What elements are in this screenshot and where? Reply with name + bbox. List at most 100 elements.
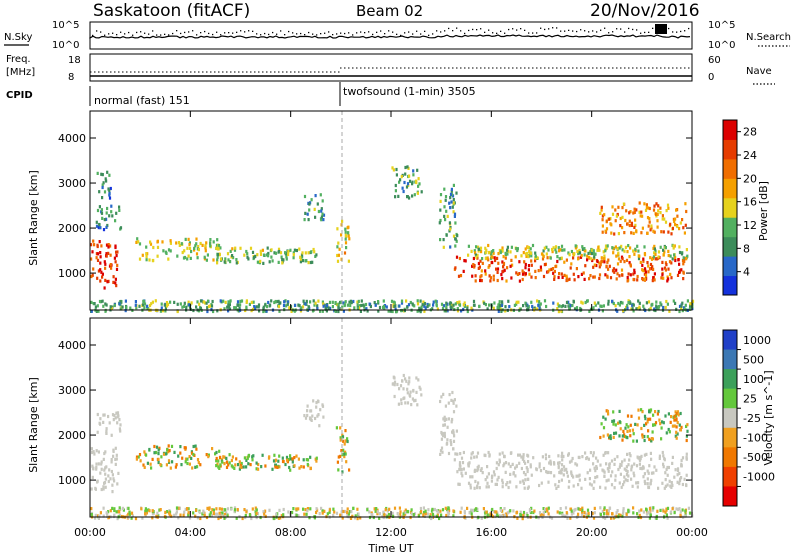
velocity-echo-cell — [445, 417, 448, 421]
power-echo-cell — [623, 249, 626, 253]
power-echo-cell — [392, 300, 396, 304]
power-echo-cell — [337, 302, 340, 306]
power-echo-cell — [504, 256, 507, 260]
power-echo-cell — [268, 260, 271, 264]
nsearch-point — [192, 30, 194, 32]
velocity-echo-cell — [214, 452, 217, 456]
power-echo-cell — [319, 217, 323, 221]
power-echo-cell — [304, 302, 307, 306]
velocity-echo-cell — [91, 450, 94, 455]
power-echo-cell — [645, 301, 648, 305]
velocity-echo-cell — [306, 413, 309, 418]
velocity-echo-cell — [155, 445, 159, 449]
power-echo-cell — [289, 248, 292, 252]
velocity-echo-cell — [635, 464, 639, 468]
power-echo-cell — [497, 309, 500, 313]
power-echo-cell — [664, 246, 667, 250]
velocity-echo-cell — [605, 511, 608, 515]
velocity-echo-cell — [612, 419, 616, 423]
power-echo-cell — [672, 246, 675, 250]
velocity-echo-cell — [605, 409, 608, 413]
velocity-echo-cell — [148, 509, 151, 513]
power-echo-cell — [279, 251, 283, 255]
velocity-echo-cell — [639, 466, 642, 470]
velocity-echo-cell — [188, 462, 191, 466]
colorbar-segment — [723, 275, 737, 296]
power-echo-cell — [626, 276, 629, 280]
power-echo-cell — [245, 307, 248, 311]
velocity-echo-cell — [242, 465, 245, 469]
velocity-echo-cell — [452, 401, 455, 405]
power-echo-cell — [307, 251, 310, 255]
velocity-echo-cell — [250, 516, 253, 521]
velocity-echo-cell — [247, 453, 251, 457]
power-echo-cell — [416, 309, 419, 313]
nsearch-point — [424, 30, 426, 32]
velocity-echo-cell — [196, 458, 200, 462]
velocity-echo-cell — [238, 467, 241, 471]
velocity-echo-cell — [156, 511, 159, 515]
velocity-echo-cell — [492, 510, 495, 514]
power-echo-cell — [481, 257, 484, 261]
nsearch-point — [516, 29, 518, 31]
power-echo-cell — [480, 269, 483, 273]
power-echo-cell — [445, 305, 448, 309]
velocity-echo-cell — [473, 486, 476, 490]
velocity-echo-cell — [225, 456, 228, 460]
colorbar-segment — [723, 178, 737, 199]
velocity-echo-cell — [486, 481, 489, 485]
power-echo-cell — [337, 309, 340, 314]
power-echo-cell — [661, 267, 664, 271]
power-echo-cell — [160, 306, 163, 310]
velocity-echo-cell — [526, 469, 529, 474]
power-echo-cell — [603, 254, 606, 258]
velocity-echo-cell — [603, 470, 606, 474]
velocity-echo-region — [303, 399, 325, 428]
velocity-echo-cell — [295, 513, 298, 517]
power-echo-cell — [294, 303, 297, 307]
power-echo-cell — [415, 179, 418, 183]
velocity-echo-cell — [113, 507, 116, 511]
power-echo-cell — [680, 307, 683, 311]
velocity-echo-cell — [187, 513, 190, 517]
velocity-echo-cell — [157, 452, 160, 456]
power-echo-cell — [322, 304, 325, 308]
power-echo-cell — [570, 249, 573, 254]
power-echo-cell — [335, 303, 339, 307]
velocity-echo-cell — [452, 447, 455, 451]
velocity-echo-cell — [246, 456, 249, 460]
power-echo-cell — [545, 304, 548, 309]
velocity-echo-cell — [547, 512, 550, 516]
velocity-echo-cell — [104, 485, 107, 489]
power-echo-cell — [420, 305, 423, 309]
velocity-echo-cell — [441, 508, 445, 512]
velocity-echo-cell — [498, 452, 501, 456]
power-echo-cell — [655, 212, 658, 216]
velocity-echo-cell — [555, 486, 558, 490]
power-echo-cell — [394, 195, 397, 199]
power-echo-cell — [629, 301, 632, 305]
power-echo-cell — [596, 259, 599, 264]
velocity-echo-cell — [557, 484, 560, 488]
power-echo-cell — [509, 264, 512, 268]
velocity-echo-cell — [348, 468, 351, 472]
power-echo-cell — [373, 301, 376, 305]
velocity-echo-cell — [658, 454, 661, 458]
power-echo-cell — [490, 255, 493, 259]
velocity-echo-cell — [223, 516, 226, 520]
power-echo-cell — [216, 255, 219, 259]
power-echo-cell — [90, 243, 93, 247]
nsearch-point — [496, 32, 498, 34]
power-echo-region — [95, 204, 123, 232]
power-echo-cell — [464, 259, 467, 263]
velocity-echo-cell — [205, 453, 208, 457]
power-echo-cell — [299, 260, 302, 264]
power-echo-cell — [667, 277, 670, 281]
velocity-echo-cell — [412, 513, 415, 517]
power-echo-cell — [336, 259, 340, 263]
velocity-echo-cell — [685, 424, 688, 428]
velocity-echo-cell — [675, 417, 678, 421]
velocity-echo-cell — [646, 435, 649, 439]
velocity-echo-cell — [625, 468, 628, 472]
velocity-echo-cell — [340, 510, 343, 514]
